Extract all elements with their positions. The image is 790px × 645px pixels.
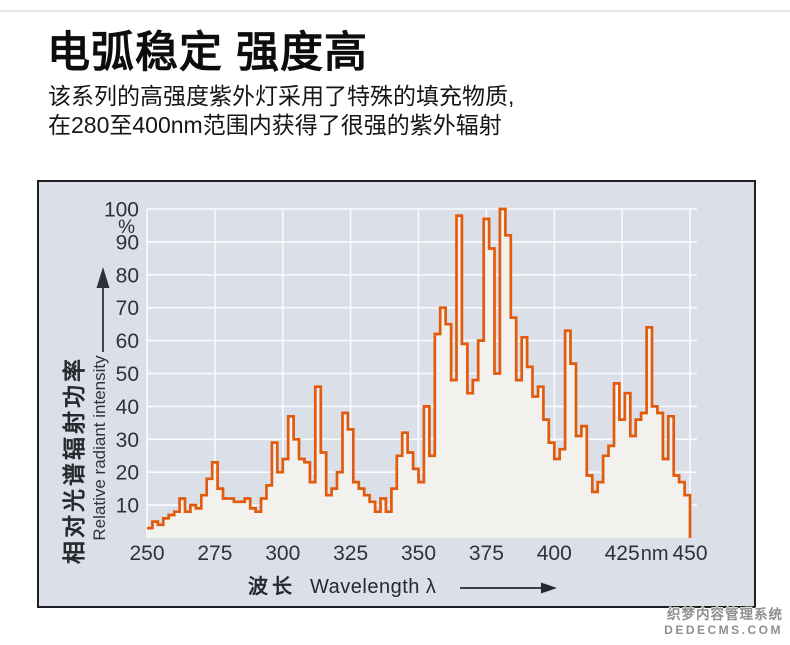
x-tick-label: 425 [605, 542, 640, 565]
right-arrow-icon [460, 582, 558, 594]
y-unit-label: % [118, 217, 135, 238]
spectrum-chart: 100 90 80 70 60 50 40 30 20 10% 250 275 300 325 350 375… [96, 199, 708, 565]
y-tick-label: 60 [116, 330, 139, 353]
spectrum-line [147, 207, 692, 538]
x-tick-label: 375 [469, 542, 504, 565]
y-tick-label: 100 [104, 199, 139, 222]
watermark: 织梦内容管理系统 DEDECMS.COM [664, 603, 783, 637]
x-tick-label: 400 [537, 542, 572, 565]
y-tick-label: 90 [116, 231, 139, 254]
up-arrow-icon [96, 267, 110, 288]
y-tick-label: 70 [116, 297, 139, 320]
x-tick-label: 350 [401, 542, 436, 565]
photo-edge-rule [0, 10, 790, 12]
x-axis-label-chinese: 波长 [248, 576, 296, 598]
y-tick-label: 30 [116, 429, 139, 452]
x-tick-label: 250 [129, 542, 164, 565]
spectrum-figure-panel: 100 90 80 70 60 50 40 30 20 10% 250 275 300 325 350 375… [37, 180, 756, 608]
x-tick-label: 325 [333, 542, 368, 565]
watermark-line-1: 织梦内容管理系统 [667, 607, 783, 622]
subtitle-line-1: 该系列的高强度紫外灯采用了特殊的填充物质, [48, 83, 515, 109]
y-axis-label-english: Relative radiant intensity [90, 355, 109, 541]
y-axis-label-chinese: 相对光谱辐射功率 [61, 356, 87, 564]
y-tick-label: 10 [116, 495, 139, 518]
x-axis-label-english: Wavelength λ [310, 576, 437, 598]
x-axis-caption: 波长 Wavelength λ [248, 570, 558, 599]
subtitle-line-2: 在280至400nm范围内获得了很强的紫外辐射 [48, 112, 502, 138]
y-tick-label: 80 [116, 264, 139, 287]
x-tick-label: 275 [197, 542, 232, 565]
x-tick-label: 300 [265, 542, 300, 565]
y-tick-label: 20 [116, 462, 139, 485]
page-title: 电弧稳定 强度高 [47, 29, 368, 77]
watermark-line-2: DEDECMS.COM [664, 623, 783, 637]
y-tick-label: 40 [116, 396, 139, 419]
x-unit-label: nm [641, 543, 669, 565]
y-tick-label: 50 [116, 363, 139, 386]
x-tick-label: 450 [672, 542, 707, 565]
